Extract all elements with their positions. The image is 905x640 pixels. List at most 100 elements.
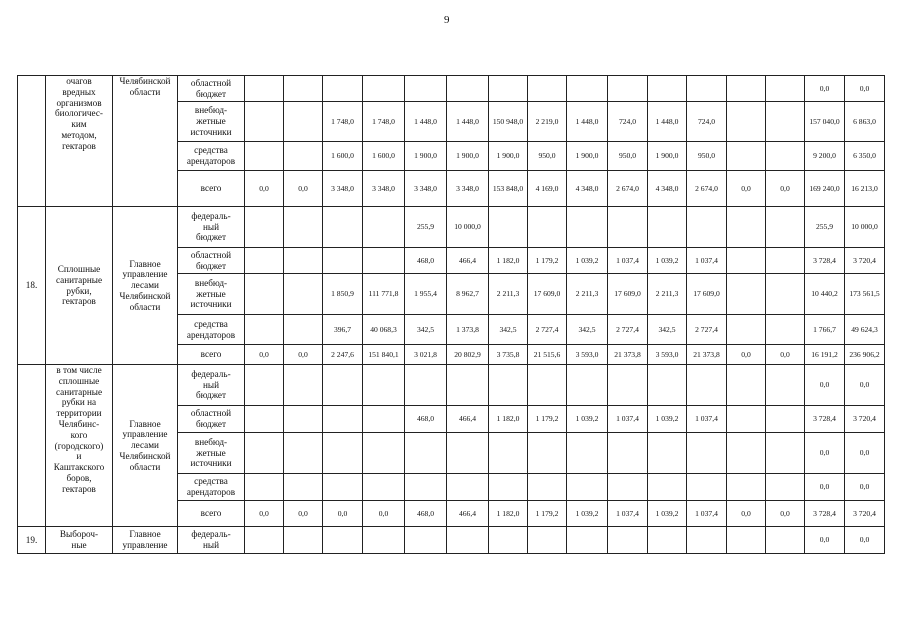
value-cell [283, 526, 323, 554]
value-cell: 2 727,4 [686, 314, 727, 345]
value-cell: 0,0 [322, 500, 363, 527]
value-cell: 169 240,0 [804, 170, 845, 207]
value-cell [686, 473, 727, 501]
value-cell: 4 348,0 [647, 170, 687, 207]
value-cell [283, 206, 323, 248]
value-cell [566, 75, 608, 102]
value-cell: 1 039,2 [647, 405, 687, 433]
table-row: 18. Сплошные санитарные рубки, гектаров Гл… [17, 206, 885, 365]
value-cell: 2 211,3 [488, 273, 528, 315]
value-cell: 1 900,0 [446, 141, 489, 171]
value-cell: 6 863,0 [844, 101, 885, 142]
value-cell [404, 473, 447, 501]
value-cell: 1 448,0 [404, 101, 447, 142]
value-cell [765, 75, 805, 102]
value-cell: 0,0 [765, 344, 805, 365]
funding-source: областной бюджет [177, 247, 245, 274]
value-cell: 3 720,4 [844, 500, 885, 527]
value-cell: 2 727,4 [607, 314, 648, 345]
value-cell [283, 141, 323, 171]
value-cell: 255,9 [404, 206, 447, 248]
value-cell [362, 432, 405, 474]
value-cell [726, 473, 766, 501]
responsible-org: Главное управление [112, 526, 178, 554]
value-cell: 3 348,0 [446, 170, 489, 207]
value-cell [244, 273, 284, 315]
value-cell [527, 473, 567, 501]
value-cell [488, 206, 528, 248]
value-cell [765, 473, 805, 501]
value-cell [686, 364, 727, 406]
funding-source: внебюд- жетные источники [177, 101, 245, 142]
value-cell [322, 473, 363, 501]
value-cell [244, 405, 284, 433]
value-cell [607, 432, 648, 474]
value-cell [322, 247, 363, 274]
table-row: внебюд- жетные источники 1 748,0 1 748,0 1 … [18, 101, 885, 142]
row-number [17, 75, 46, 207]
value-cell: 2 674,0 [607, 170, 648, 207]
value-cell: 2 219,0 [527, 101, 567, 142]
value-cell [244, 75, 284, 102]
row-number [17, 364, 46, 527]
value-cell: 466,4 [446, 405, 489, 433]
value-cell [607, 526, 648, 554]
value-cell [283, 75, 323, 102]
value-cell: 3 720,4 [844, 405, 885, 433]
value-cell: 0,0 [283, 500, 323, 527]
value-cell: 3 728,4 [804, 405, 845, 433]
value-cell: 396,7 [322, 314, 363, 345]
funding-source: федераль- ный бюджет [177, 206, 245, 248]
value-cell: 0,0 [844, 364, 885, 406]
value-cell: 3 348,0 [322, 170, 363, 207]
value-cell: 17 609,0 [607, 273, 648, 315]
value-cell [362, 526, 405, 554]
value-cell: 17 609,0 [527, 273, 567, 315]
funding-source: всего [177, 170, 245, 207]
value-cell: 2 674,0 [686, 170, 727, 207]
table-row: средства арендаторов 0,0 0,0 [18, 473, 885, 501]
table-row: областной бюджет 468,0 466,4 1 182,0 1 179,2… [18, 405, 885, 433]
value-cell: 1 039,2 [647, 500, 687, 527]
value-cell [726, 273, 766, 315]
funding-source: внебюд- жетные источники [177, 273, 245, 315]
value-cell [647, 206, 687, 248]
value-cell [647, 432, 687, 474]
value-cell: 16 191,2 [804, 344, 845, 365]
value-cell: 3 720,4 [844, 247, 885, 274]
value-cell [566, 473, 608, 501]
value-cell [726, 101, 766, 142]
value-cell: 2 727,4 [527, 314, 567, 345]
value-cell [647, 473, 687, 501]
funding-source: средства арендаторов [177, 141, 245, 171]
value-cell: 1 448,0 [647, 101, 687, 142]
value-cell: 3 348,0 [404, 170, 447, 207]
table-row: всего 0,0 0,0 3 348,0 3 348,0 3 348,0 3 348,0 1… [18, 170, 885, 207]
value-cell: 3 348,0 [362, 170, 405, 207]
value-cell [765, 141, 805, 171]
value-cell [446, 526, 489, 554]
value-cell [726, 141, 766, 171]
funding-source: всего [177, 344, 245, 365]
value-cell [726, 432, 766, 474]
value-cell: 1 182,0 [488, 405, 528, 433]
value-cell: 0,0 [844, 432, 885, 474]
funding-source: средства арендаторов [177, 473, 245, 501]
value-cell: 17 609,0 [686, 273, 727, 315]
value-cell: 1 748,0 [362, 101, 405, 142]
value-cell [527, 526, 567, 554]
value-cell [244, 101, 284, 142]
value-cell [686, 526, 727, 554]
responsible-org: Главное управление лесами Челябинской об… [112, 364, 178, 527]
value-cell [765, 405, 805, 433]
value-cell: 950,0 [607, 141, 648, 171]
value-cell: 342,5 [647, 314, 687, 345]
value-cell [488, 364, 528, 406]
value-cell: 4 348,0 [566, 170, 608, 207]
value-cell [566, 364, 608, 406]
value-cell: 21 373,8 [686, 344, 727, 365]
row-number: 19. [17, 526, 46, 554]
value-cell: 1 766,7 [804, 314, 845, 345]
value-cell [362, 247, 405, 274]
value-cell: 468,0 [404, 405, 447, 433]
